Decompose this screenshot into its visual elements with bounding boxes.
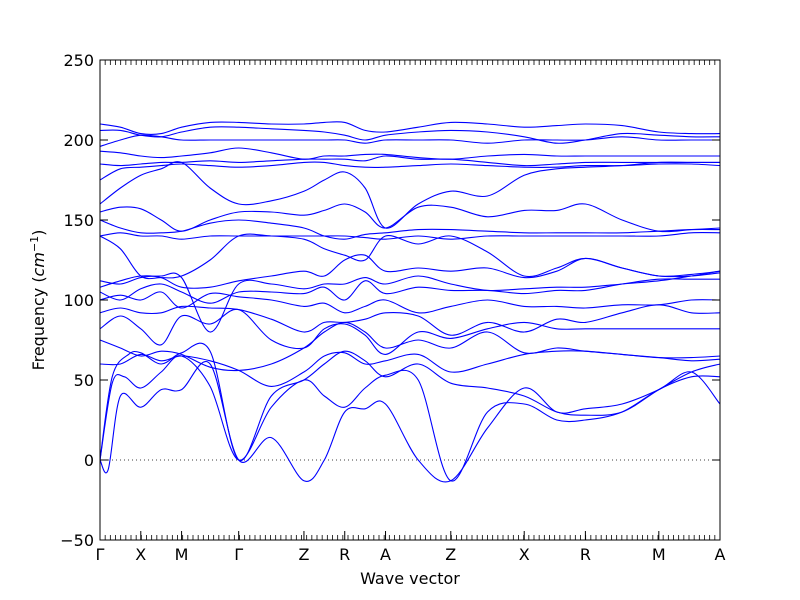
x-tick-label: X <box>135 545 146 564</box>
x-tick-label: R <box>580 545 591 564</box>
band-line-13 <box>99 232 721 240</box>
band-line-22 <box>99 121 721 135</box>
y-tick-label: 150 <box>63 211 94 230</box>
y-axis-label: Frequency (cm−1) <box>28 230 48 371</box>
band-line-1 <box>99 361 721 483</box>
band-line-7 <box>99 304 721 336</box>
band-line-9 <box>99 278 720 304</box>
y-axis-label-unit: cm <box>29 252 48 276</box>
band-line-21 <box>99 126 721 144</box>
x-tick-label: Z <box>445 545 456 564</box>
y-axis-label-prefix: Frequency ( <box>29 276 48 370</box>
band-line-3 <box>99 342 721 461</box>
y-tick-labels: −50 0 50 100 150 200 250 <box>60 51 94 550</box>
band-line-12 <box>99 233 721 280</box>
band-line-20 <box>99 134 720 147</box>
y-axis-label-exponent: −1 <box>28 236 41 252</box>
y-tick-label: 200 <box>63 131 94 150</box>
band-line-2 <box>99 355 721 482</box>
x-tick-label: R <box>339 545 350 564</box>
x-tick-label: A <box>715 545 726 564</box>
band-line-17 <box>99 161 721 181</box>
x-tick-label: M <box>175 545 189 564</box>
plot-frame <box>99 59 721 541</box>
band-line-8 <box>99 291 721 314</box>
x-tick-label: A <box>380 545 391 564</box>
y-tick-label: 100 <box>63 291 94 310</box>
band-line-18 <box>99 155 720 167</box>
band-line-15 <box>99 203 721 233</box>
x-axis-label: Wave vector <box>360 569 460 588</box>
band-line-5 <box>99 321 721 372</box>
y-tick-label: 250 <box>63 51 94 70</box>
plot-area <box>99 121 721 483</box>
x-tick-label: Γ <box>234 545 243 564</box>
x-tick-label: X <box>519 545 530 564</box>
x-tick-label: Z <box>298 545 309 564</box>
x-tick-label: M <box>652 545 666 564</box>
band-line-10 <box>99 270 721 333</box>
y-tick-label: −50 <box>60 531 94 550</box>
y-tick-label: 50 <box>74 371 94 390</box>
band-line-6 <box>99 308 721 355</box>
y-axis-label-suffix: ) <box>29 230 48 236</box>
y-tick-label: 0 <box>84 451 94 470</box>
band-line-14 <box>99 219 721 240</box>
x-tick-label: Γ <box>96 545 105 564</box>
band-line-19 <box>99 147 720 160</box>
